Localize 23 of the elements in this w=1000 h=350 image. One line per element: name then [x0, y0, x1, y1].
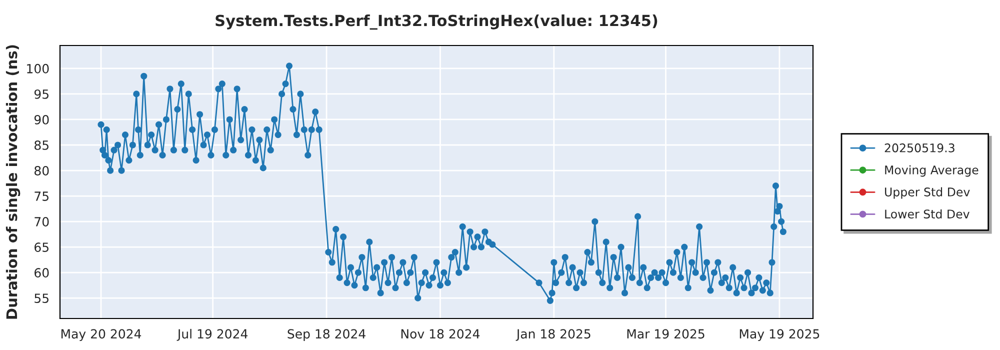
- y-tick-label: 100: [27, 64, 49, 74]
- x-tick-label: Mar 19 2025: [627, 329, 704, 339]
- legend-label: Lower Std Dev: [885, 209, 970, 218]
- y-tick-label: 55: [34, 294, 48, 304]
- y-tick-label: 70: [34, 217, 49, 226]
- y-tick-label: 90: [34, 114, 49, 124]
- y-tick-label: 95: [34, 89, 48, 99]
- y-tick-label: 80: [34, 166, 49, 176]
- legend-label: 20250519.3: [884, 143, 954, 152]
- legend-label: Upper Std Dev: [885, 187, 970, 199]
- y-tick-label: 75: [34, 192, 48, 201]
- x-tick-label: Jan 18 2025: [516, 329, 590, 341]
- y-tick-label: 85: [34, 140, 48, 150]
- x-tick-label: Jul 19 2024: [176, 328, 248, 341]
- legend-label: Moving Average: [885, 165, 978, 177]
- x-tick-label: May 19 2025: [740, 329, 820, 342]
- x-tick-label: Nov 18 2024: [401, 329, 480, 339]
- y-tick-label: 65: [34, 242, 48, 252]
- x-tick-label: May 20 2024: [61, 329, 142, 342]
- y-axis-title: Duration of single invocation (ns): [6, 45, 20, 319]
- y-tick-label: 60: [34, 268, 49, 278]
- x-tick-label: Sep 18 2024: [288, 329, 366, 342]
- chart-title: System.Tests.Perf_Int32.ToStringHex(value: 12345): [216, 14, 658, 30]
